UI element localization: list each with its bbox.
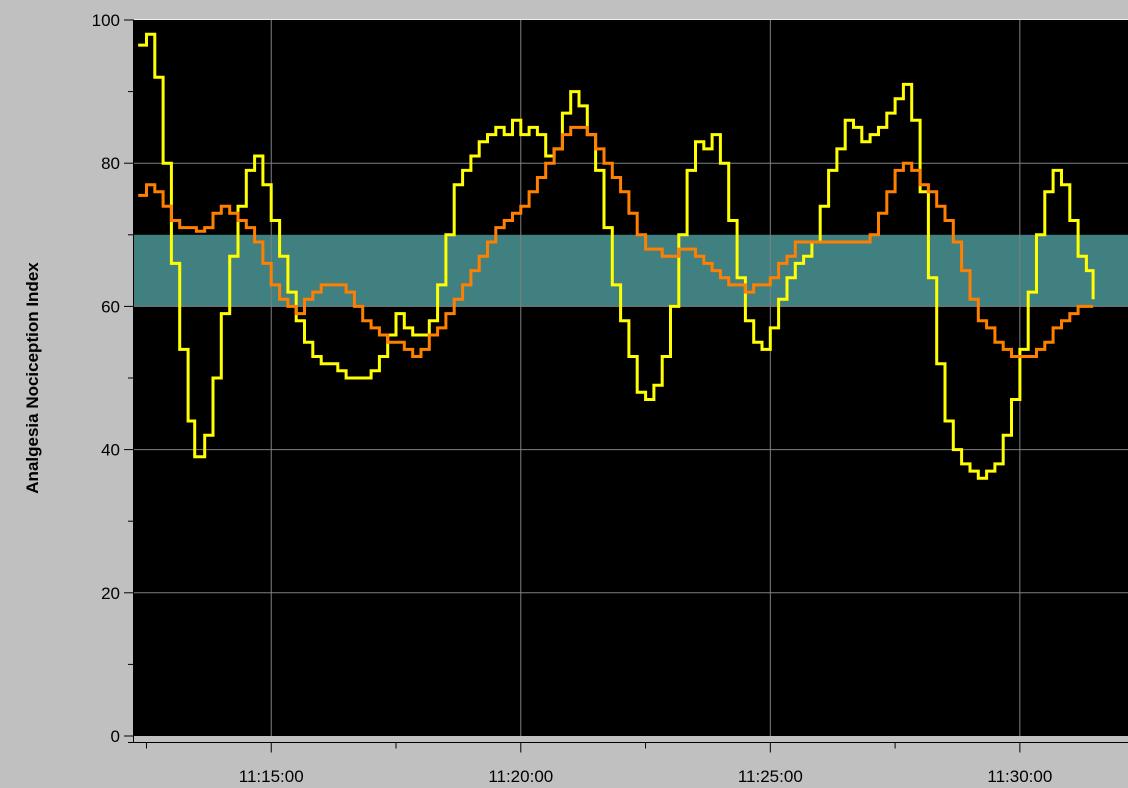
x-axis-ticks: 11:15:00 11:20:00 11:25:00 11:30:00 (145, 742, 1052, 786)
target-range-band (134, 234, 1128, 307)
gridlines (134, 20, 1128, 736)
plot-area (134, 20, 1128, 736)
series-line-2 (138, 125, 1094, 358)
x-tick-label: 11:30:00 (987, 767, 1052, 786)
y-axis-label: Analgesia Nociception Index (23, 262, 42, 494)
x-tick-label: 11:25:00 (738, 767, 803, 786)
x-tick-label: 11:20:00 (488, 767, 553, 786)
x-tick-label: 11:15:00 (239, 767, 304, 786)
y-tick-label: 0 (111, 727, 120, 746)
y-tick-label: 40 (101, 441, 120, 460)
series-layer (138, 32, 1095, 480)
y-tick-label: 100 (92, 11, 120, 30)
y-tick-label: 60 (101, 297, 120, 316)
axes (128, 19, 1128, 743)
y-tick-label: 80 (101, 154, 120, 173)
y-tick-label: 20 (101, 584, 120, 603)
y-axis-ticks: 0 20 40 60 80 100 (92, 11, 134, 746)
